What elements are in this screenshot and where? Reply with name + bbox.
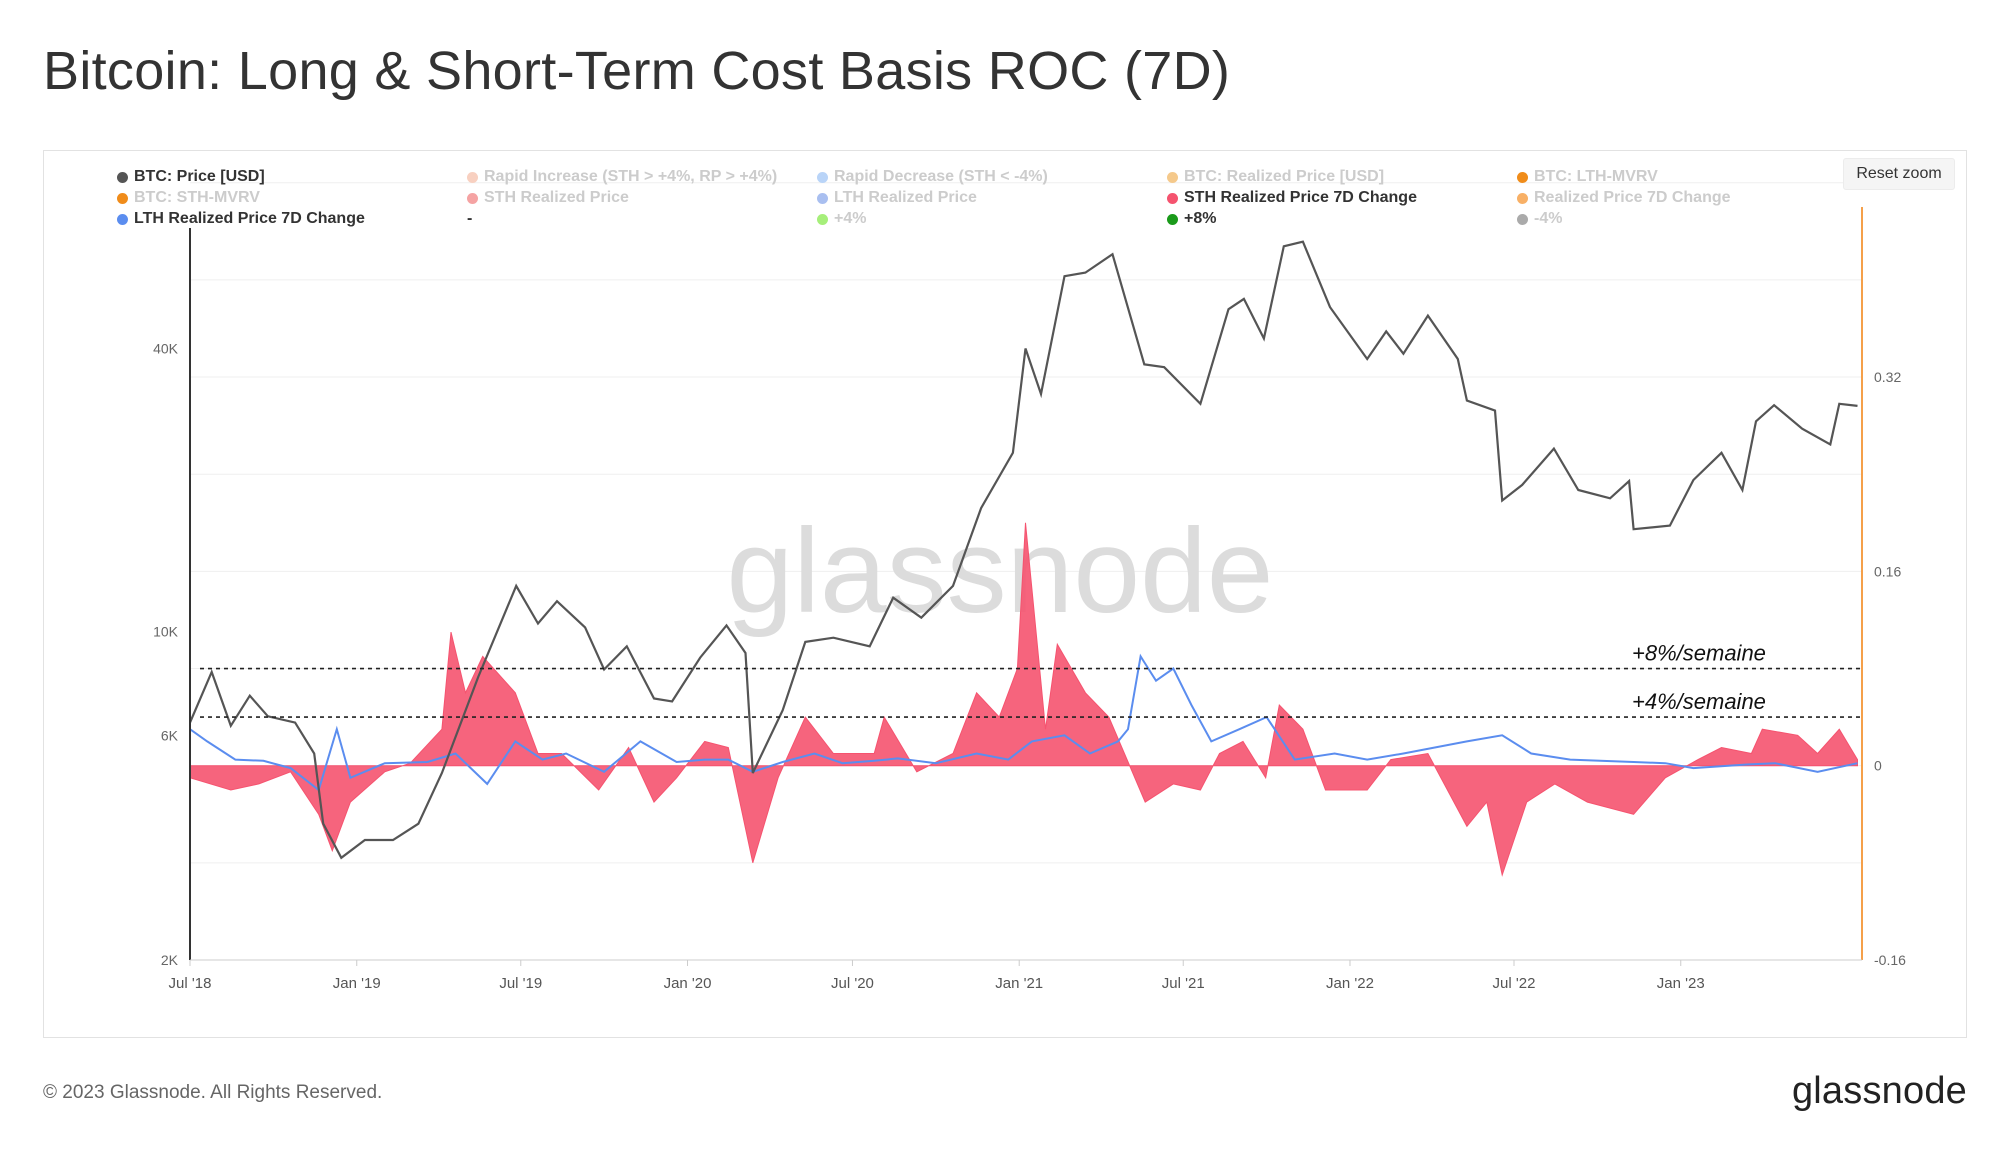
legend-label: -4% xyxy=(1534,210,1563,227)
legend-item[interactable]: BTC: STH-MVRV xyxy=(117,189,260,207)
page-title: Bitcoin: Long & Short-Term Cost Basis RO… xyxy=(43,41,1231,101)
x-tick-label: Jan '21 xyxy=(995,975,1043,992)
x-tick-label: Jul '19 xyxy=(499,975,542,992)
legend-label: STH Realized Price 7D Change xyxy=(1184,189,1417,206)
y-left-tick-label: 2K xyxy=(161,952,179,968)
x-tick-label: Jul '21 xyxy=(1162,975,1205,992)
legend-marker xyxy=(1167,192,1178,204)
legend-label: - xyxy=(467,210,473,227)
x-tick-label: Jul '22 xyxy=(1493,975,1536,992)
legend-label: Realized Price 7D Change xyxy=(1534,189,1731,206)
btc-price-line xyxy=(188,240,1858,860)
legend-label: LTH Realized Price xyxy=(834,189,977,206)
y-left-tick-label: 40K xyxy=(153,340,179,356)
reset-zoom-button[interactable]: Reset zoom xyxy=(1843,158,1955,190)
legend-label: +8% xyxy=(1184,210,1217,227)
legend-item[interactable]: BTC: Price [USD] xyxy=(117,168,265,186)
series-layer xyxy=(188,240,1858,877)
legend-item[interactable]: STH Realized Price xyxy=(467,189,629,207)
legend-label: Rapid Decrease (STH < -4%) xyxy=(834,168,1048,185)
legend-label: +4% xyxy=(834,210,867,227)
x-tick-label: Jan '19 xyxy=(333,975,381,992)
legend-item[interactable]: BTC: LTH-MVRV xyxy=(1517,168,1658,186)
axis-layer: 2K 6K 10K 40K -0.16 0 0.16 0.32 Jul '18 Jan '19 Ju… xyxy=(153,207,1906,992)
lth-realized-price-7d-change-line xyxy=(189,653,1858,792)
legend-marker xyxy=(467,192,478,204)
legend-item[interactable]: -4% xyxy=(1517,210,1562,228)
y-right-tick-label: -0.16 xyxy=(1874,952,1906,968)
chart-frame xyxy=(43,150,1967,1038)
legend-item[interactable]: +4% xyxy=(817,210,866,228)
x-tick-label: Jan '22 xyxy=(1326,975,1374,992)
x-tick-label: Jan '23 xyxy=(1657,975,1705,992)
copyright-text: © 2023 Glassnode. All Rights Reserved. xyxy=(43,1082,383,1103)
watermark: glassnode xyxy=(726,504,1273,638)
y-left-tick-label: 10K xyxy=(153,623,179,639)
legend-item[interactable]: STH Realized Price 7D Change xyxy=(1167,189,1417,207)
legend-item[interactable]: BTC: Realized Price [USD] xyxy=(1167,168,1384,186)
legend-label: BTC: STH-MVRV xyxy=(134,189,260,206)
legend-marker xyxy=(817,192,828,204)
legend-label: Rapid Increase (STH > +4%, RP > +4%) xyxy=(484,168,778,185)
legend-item[interactable]: Realized Price 7D Change xyxy=(1517,189,1731,207)
y-right-tick-label: 0.16 xyxy=(1874,563,1901,579)
legend-item[interactable]: Rapid Increase (STH > +4%, RP > +4%) xyxy=(467,168,777,186)
legend-item[interactable]: LTH Realized Price 7D Change xyxy=(117,210,365,228)
x-tick-label: Jan '20 xyxy=(664,975,712,992)
legend-label: BTC: Price [USD] xyxy=(134,168,265,185)
legend-marker xyxy=(1517,213,1528,225)
threshold-label: +8%/semaine xyxy=(1632,641,1766,666)
x-tick-label: Jul '18 xyxy=(169,975,212,992)
legend-marker xyxy=(117,192,128,204)
annotation-layer: +8%/semaine +4%/semaine xyxy=(200,641,1862,718)
legend-marker xyxy=(817,213,828,225)
legend-label: BTC: Realized Price [USD] xyxy=(1184,168,1385,185)
legend-marker xyxy=(117,171,128,183)
y-right-tick-label: 0 xyxy=(1874,758,1882,774)
x-tick-label: Jul '20 xyxy=(831,975,874,992)
legend-item[interactable]: Rapid Decrease (STH < -4%) xyxy=(817,168,1048,186)
legend-item[interactable]: LTH Realized Price xyxy=(817,189,977,207)
y-right-tick-label: 0.32 xyxy=(1874,369,1901,385)
legend-item[interactable]: +8% xyxy=(1167,210,1216,228)
glassnode-logo: glassnode xyxy=(1791,1070,1967,1112)
legend-marker xyxy=(1517,171,1528,183)
legend-marker xyxy=(817,171,828,183)
legend-marker xyxy=(1517,192,1528,204)
y-left-tick-label: 6K xyxy=(161,728,179,744)
legend-marker xyxy=(467,171,478,183)
legend-label: LTH Realized Price 7D Change xyxy=(134,210,365,227)
legend-label: STH Realized Price xyxy=(484,189,629,206)
threshold-label: +4%/semaine xyxy=(1632,689,1766,714)
legend-marker xyxy=(1167,213,1178,225)
legend-item[interactable]: - xyxy=(467,210,472,228)
legend-marker xyxy=(117,213,128,225)
sth-realized-price-7d-change-area xyxy=(189,522,1858,877)
legend-label: BTC: LTH-MVRV xyxy=(1534,168,1658,185)
legend-marker xyxy=(1167,171,1178,183)
